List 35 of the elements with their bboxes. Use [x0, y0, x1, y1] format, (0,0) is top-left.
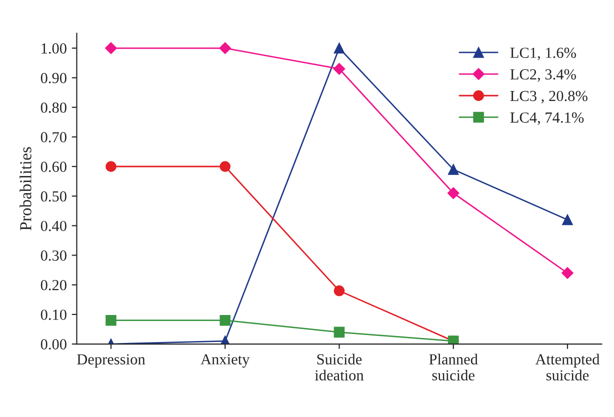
x-tick-label: Attempted suicide: [535, 354, 600, 380]
y-tick-label: 0.70: [40, 132, 66, 142]
point: [106, 161, 116, 172]
y-tick-label: 0.00: [40, 339, 66, 350]
y-tick-label: 0.40: [40, 220, 66, 232]
y-tick-label: 0.30: [40, 250, 66, 261]
y-tick-label: 0.90: [40, 72, 66, 84]
point: [219, 42, 232, 54]
point: [562, 214, 573, 226]
legend-label: LC3 , 20.8%: [510, 90, 588, 104]
point: [333, 62, 346, 75]
point: [105, 42, 117, 54]
legend-label: LC2, 3.4%: [510, 69, 576, 82]
point: [562, 267, 574, 279]
point: [334, 326, 345, 338]
x-tick-label: Planned suicide: [429, 354, 478, 380]
point: [334, 285, 345, 296]
x-tick-label: Anxiety: [200, 354, 250, 368]
point: [334, 42, 345, 54]
x-tick-label: Suicide ideation: [314, 354, 364, 380]
legend-label: LC4, 74.1%: [510, 112, 584, 125]
y-tick-label: 1.00: [42, 43, 66, 54]
point: [106, 314, 116, 326]
x-tick-label: Depression: [77, 354, 146, 368]
point: [448, 164, 459, 175]
y-tick-label: 0.10: [40, 310, 66, 320]
legend-label: LC1, 1.6%: [510, 48, 576, 60]
y-tick-label: 0.50: [40, 191, 66, 202]
point: [220, 161, 230, 172]
y-tick-label: 0.80: [40, 102, 66, 113]
y-tick-label: 0.20: [40, 280, 66, 290]
y-axis-title: Probabilities: [20, 147, 32, 230]
point: [447, 187, 460, 200]
y-tick-label: 0.60: [40, 162, 66, 172]
point: [220, 314, 230, 326]
